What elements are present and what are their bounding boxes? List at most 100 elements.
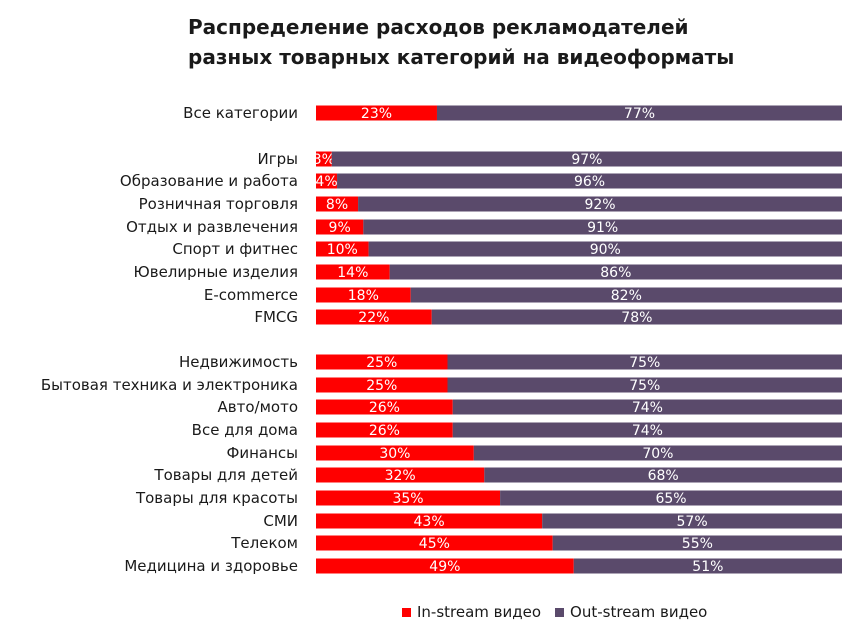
bar-instream	[316, 445, 474, 461]
legend-label-instream: In-stream видео	[417, 603, 542, 621]
category-label: Товары для детей	[153, 466, 298, 484]
data-label-outstream: 90%	[590, 242, 621, 258]
data-label-outstream: 92%	[584, 197, 615, 213]
data-label-outstream: 96%	[574, 174, 605, 190]
legend-swatch-outstream	[555, 607, 565, 617]
category-label: Товары для красоты	[135, 489, 298, 507]
category-label: Телеком	[230, 534, 298, 552]
bar-instream	[316, 241, 369, 257]
data-label-instream: 45%	[419, 536, 450, 552]
bar-instream	[316, 558, 574, 574]
bar-outstream	[337, 173, 842, 189]
data-label-outstream: 97%	[571, 152, 602, 168]
category-label: Ювелирные изделия	[134, 263, 298, 281]
category-label: Образование и работа	[120, 172, 298, 190]
data-label-outstream: 70%	[642, 446, 673, 462]
category-label: Игры	[258, 150, 298, 168]
data-label-outstream: 51%	[692, 559, 723, 575]
data-label-instream: 32%	[385, 468, 416, 484]
bar-outstream	[363, 219, 842, 235]
category-label: Авто/мото	[218, 398, 298, 416]
data-label-outstream: 75%	[629, 355, 660, 371]
data-label-outstream: 55%	[682, 536, 713, 552]
bar-outstream	[473, 445, 842, 461]
category-label: Все для дома	[192, 421, 298, 439]
bar-instream	[316, 467, 485, 483]
bar-instream	[316, 399, 453, 415]
data-label-outstream: 82%	[611, 288, 642, 304]
data-label-instream: 10%	[327, 242, 358, 258]
bar-chart: Все категории 23% 77% Игры 3% 97% Образование …	[41, 104, 842, 575]
data-label-instream: 26%	[369, 423, 400, 439]
bar-instream	[316, 151, 332, 167]
bar-outstream	[368, 241, 842, 257]
bar-outstream	[447, 377, 842, 393]
data-label-instream: 43%	[414, 514, 445, 530]
category-label: СМИ	[263, 512, 298, 530]
bar-instream	[316, 513, 543, 529]
bar-instream	[316, 422, 453, 438]
category-label: Спорт и фитнес	[172, 240, 298, 258]
bar-instream	[316, 490, 501, 506]
bar-outstream	[484, 467, 842, 483]
data-label-instream: 30%	[379, 446, 410, 462]
data-label-outstream: 78%	[621, 310, 652, 326]
data-label-instream: 35%	[392, 491, 423, 507]
chart-title: Распределение расходов рекламодателей ра…	[188, 12, 808, 72]
data-label-outstream: 77%	[624, 106, 655, 122]
category-label: Все категории	[183, 104, 298, 122]
bar-instream	[316, 219, 364, 235]
data-label-instream: 25%	[366, 378, 397, 394]
data-label-outstream: 86%	[600, 265, 631, 281]
legend-item-instream: In-stream видео	[402, 603, 541, 621]
chart-legend: In-stream видео Out-stream видео	[402, 603, 707, 621]
data-label-outstream: 68%	[648, 468, 679, 484]
data-label-instream: 23%	[361, 106, 392, 122]
category-label: Розничная торговля	[139, 195, 298, 213]
bar-instream	[316, 354, 448, 370]
bar-instream	[316, 264, 390, 280]
legend-item-outstream: Out-stream видео	[555, 603, 707, 621]
category-label: Медицина и здоровье	[124, 557, 298, 575]
data-label-instream: 9%	[329, 220, 351, 236]
data-label-instream: 8%	[326, 197, 348, 213]
legend-label-outstream: Out-stream видео	[570, 603, 708, 621]
bar-outstream	[447, 354, 842, 370]
data-label-outstream: 74%	[632, 423, 663, 439]
data-label-instream: 18%	[348, 288, 379, 304]
bar-outstream	[542, 513, 842, 529]
bar-outstream	[452, 399, 842, 415]
bar-instream	[316, 309, 432, 325]
bar-outstream	[500, 490, 842, 506]
data-label-outstream: 74%	[632, 400, 663, 416]
bar-outstream	[389, 264, 842, 280]
category-label: Отдых и развлечения	[126, 218, 298, 236]
data-label-instream: 49%	[429, 559, 460, 575]
bar-outstream	[573, 558, 842, 574]
data-label-outstream: 65%	[655, 491, 686, 507]
category-label: Недвижимость	[179, 353, 298, 371]
legend-swatch-instream	[402, 607, 411, 617]
bar-instream	[316, 535, 553, 551]
bar-outstream	[431, 309, 842, 325]
bar-outstream	[410, 287, 842, 303]
data-label-instream: 4%	[315, 174, 337, 190]
data-label-outstream: 91%	[587, 220, 618, 236]
bar-outstream	[331, 151, 842, 167]
data-label-outstream: 57%	[677, 514, 708, 530]
chart-title-line-2: разных товарных категорий на видеоформат…	[188, 45, 735, 69]
bar-instream	[316, 196, 359, 212]
bar-outstream	[452, 422, 842, 438]
data-label-outstream: 75%	[629, 378, 660, 394]
bar-outstream	[552, 535, 842, 551]
category-label: Бытовая техника и электроника	[41, 376, 298, 394]
bar-instream	[316, 105, 437, 121]
data-label-instream: 25%	[366, 355, 397, 371]
bar-outstream	[358, 196, 842, 212]
category-label: Финансы	[226, 444, 298, 462]
category-label: E-commerce	[204, 286, 298, 304]
data-label-instream: 26%	[369, 400, 400, 416]
category-label: FMCG	[254, 308, 298, 326]
bar-instream	[316, 173, 338, 189]
data-label-instream: 3%	[313, 152, 335, 168]
